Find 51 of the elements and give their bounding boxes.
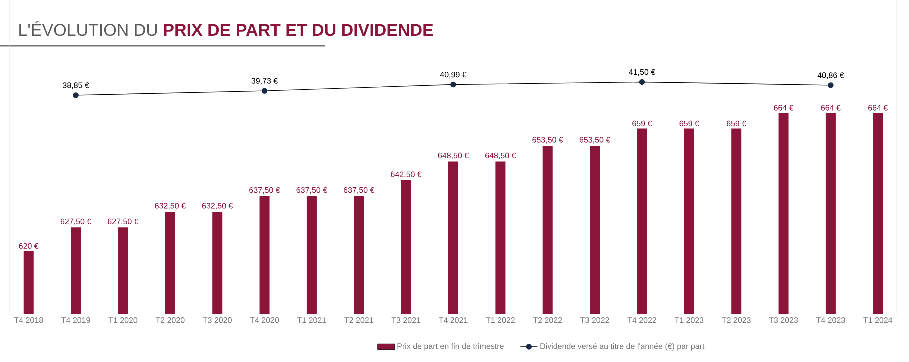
data-label: 664 € [774, 105, 794, 111]
data-label: 637,50 € [296, 187, 328, 194]
x-tick-label: T2 2023 [722, 318, 751, 324]
data-label: 38,85 € [63, 82, 90, 90]
x-tick-label: T1 2022 [486, 318, 515, 324]
x-tick-label: T4 2021 [439, 318, 468, 324]
x-tick-label: T1 2023 [674, 318, 704, 324]
data-label: 627,50 € [108, 218, 139, 226]
point [262, 88, 268, 94]
point [828, 82, 834, 88]
x-tick-label: T2 2021 [344, 318, 374, 324]
x-tick-label: T4 2019 [62, 318, 90, 324]
data-label: 637,50 € [344, 187, 375, 194]
legend-label: Prix de part en fin de trimestre [398, 343, 504, 351]
data-label: 659 € [632, 120, 652, 127]
data-label: 627,50 € [60, 218, 92, 226]
data-label: 620 € [19, 243, 39, 249]
text: L'ÉVOLUTION DU PRIX DE PART ET DU DIVIDENDE [20, 21, 434, 36]
x-tick-label: T2 2020 [156, 318, 185, 324]
data-label: 41,50 € [629, 69, 656, 76]
x-tick-label: T1 2024 [864, 318, 893, 324]
data-label: 659 € [680, 120, 700, 127]
x-tick-label: T4 2018 [14, 318, 44, 324]
data-label: 653,50 € [532, 137, 564, 144]
data-label: 648,50 € [486, 152, 516, 160]
x-tick-label: T4 2023 [816, 318, 846, 324]
data-label: 664 € [868, 105, 888, 111]
data-label: 40,99 € [440, 72, 467, 79]
x-tick-label: T3 2020 [203, 318, 232, 324]
x-tick-label: T1 2020 [108, 318, 138, 324]
data-label: 659 € [726, 120, 746, 127]
data-label: 642,50 € [391, 172, 422, 178]
x-tick-label: T1 2021 [297, 318, 326, 324]
data-label: 632,50 € [202, 203, 234, 210]
x-tick-label: T3 2023 [769, 318, 798, 324]
data-label: 632,50 € [155, 203, 186, 210]
point [450, 82, 456, 88]
data-label: 39,73 € [252, 78, 278, 85]
data-label: 653,50 € [580, 137, 610, 144]
x-tick-label: T3 2021 [392, 318, 421, 324]
data-label: 664 € [821, 105, 841, 111]
x-tick-label: T4 2020 [250, 318, 280, 324]
data-label: 637,50 € [250, 187, 280, 194]
x-tick-label: T2 2022 [533, 318, 562, 324]
x-tick-label: T3 2022 [580, 318, 610, 324]
point [73, 92, 79, 98]
x-tick-label: T4 2022 [628, 318, 656, 324]
legend-label: Dividende versé au titre de l'année (€) par part [540, 343, 705, 351]
data-label: 648,50 € [438, 152, 469, 160]
point [639, 79, 646, 86]
data-label: 40,86 € [818, 72, 844, 80]
